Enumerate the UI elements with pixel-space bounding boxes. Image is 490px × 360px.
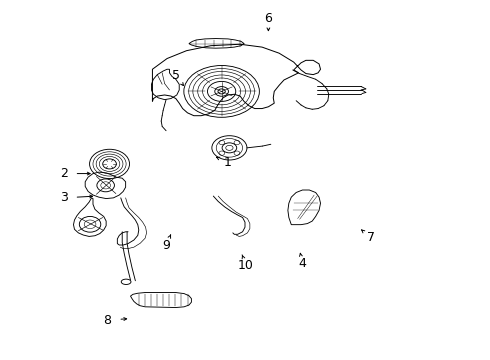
Text: 2: 2 (60, 167, 68, 180)
Text: 1: 1 (224, 156, 232, 169)
Text: 9: 9 (162, 239, 170, 252)
Text: 6: 6 (265, 12, 272, 25)
Text: 8: 8 (103, 314, 112, 327)
Text: 5: 5 (172, 69, 180, 82)
Text: 3: 3 (60, 192, 68, 204)
Text: 10: 10 (238, 258, 254, 271)
Text: 4: 4 (298, 257, 306, 270)
Text: 7: 7 (367, 231, 375, 244)
